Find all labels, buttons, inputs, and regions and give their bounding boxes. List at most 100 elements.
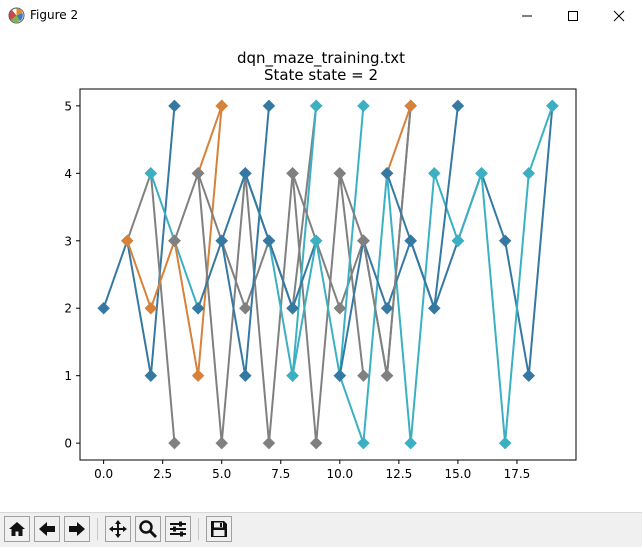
pan-button[interactable] (105, 516, 131, 542)
x-tick-label: 12.5 (385, 467, 412, 481)
axes-frame (79, 88, 577, 461)
save-icon (211, 521, 227, 537)
series-line (197, 105, 223, 174)
data-point-marker (404, 99, 418, 113)
data-point-marker (168, 99, 181, 113)
data-point-marker (357, 436, 370, 450)
chart-subtitle: State state = 2 (264, 66, 378, 84)
y-tick-label: 3 (64, 234, 72, 248)
data-point-marker (451, 234, 465, 248)
data-point-marker (286, 369, 299, 383)
series-line (338, 172, 459, 445)
data-point-marker (262, 234, 276, 248)
data-point-marker (238, 369, 252, 383)
data-point-marker (191, 301, 205, 315)
navigation-toolbar (0, 512, 642, 547)
data-point-marker (309, 234, 323, 248)
x-tick-label: 0.0 (94, 467, 113, 481)
data-point-marker (427, 301, 441, 315)
close-button[interactable] (596, 0, 642, 31)
series-line (338, 105, 412, 377)
data-point-marker (498, 436, 512, 450)
data-point-marker (380, 369, 394, 383)
data-point-marker (427, 166, 441, 180)
x-tick-label: 2.5 (153, 467, 172, 481)
forward-arrow-icon (69, 522, 85, 536)
y-tick-label: 1 (64, 369, 72, 383)
data-point-marker (144, 301, 158, 315)
data-point-marker (522, 166, 536, 180)
data-point-marker (522, 369, 536, 383)
data-point-marker (215, 234, 229, 248)
forward-button[interactable] (64, 516, 90, 542)
data-point-marker (238, 166, 252, 180)
data-point-marker (475, 166, 488, 180)
series-line (386, 105, 412, 174)
series-line (197, 105, 270, 377)
home-icon (9, 522, 25, 536)
series-line (102, 105, 176, 377)
home-button[interactable] (4, 516, 30, 542)
back-arrow-icon (39, 522, 55, 536)
pan-icon (109, 520, 127, 538)
chart-title: dqn_maze_training.txt (237, 49, 405, 68)
toolbar-separator (97, 518, 98, 540)
data-point-marker (144, 166, 158, 180)
zoom-button[interactable] (135, 516, 161, 542)
data-point-marker (380, 166, 394, 180)
x-tick-label: 10.0 (326, 467, 353, 481)
y-tick-label: 0 (64, 437, 72, 451)
data-point-marker (333, 166, 347, 180)
data-point-marker (357, 369, 370, 383)
data-point-marker (97, 301, 110, 315)
data-point-marker (191, 166, 205, 180)
close-icon (613, 10, 625, 22)
configure-subplots-icon (170, 521, 186, 537)
data-point-marker (168, 234, 181, 248)
data-point-marker (333, 369, 347, 383)
zoom-icon (139, 520, 158, 539)
x-tick-label: 5.0 (212, 467, 231, 481)
series-line (291, 105, 365, 377)
x-tick-label: 7.5 (271, 467, 290, 481)
back-button[interactable] (34, 516, 60, 542)
data-point-marker (357, 99, 370, 113)
maximize-button[interactable] (550, 0, 596, 31)
minimize-button[interactable] (504, 0, 550, 31)
data-point-marker (357, 234, 370, 248)
series-line (197, 105, 318, 310)
series-line (244, 105, 318, 377)
data-point-marker (333, 301, 347, 315)
y-tick-label: 2 (64, 302, 72, 316)
data-point-marker (168, 436, 181, 450)
data-point-marker (144, 369, 158, 383)
data-point-marker (498, 234, 512, 248)
data-point-marker (404, 234, 418, 248)
chart: dqn_maze_training.txt State state = 2 0 1… (64, 49, 577, 481)
minimize-icon (522, 15, 532, 17)
series-line (338, 105, 459, 376)
toolbar-separator (198, 518, 199, 540)
data-point-marker (238, 301, 252, 315)
data-point-marker (215, 99, 229, 113)
data-point-marker (380, 301, 394, 315)
save-button[interactable] (206, 516, 232, 542)
maximize-icon (568, 11, 578, 21)
x-tick-label: 15.0 (445, 467, 472, 481)
x-axis: 0.0 2.5 5.0 7.5 10.0 12.5 15.0 17.5 (94, 460, 530, 481)
data-point-marker (451, 99, 465, 113)
data-point-marker (286, 166, 299, 180)
configure-subplots-button[interactable] (165, 516, 191, 542)
data-point-marker (191, 369, 205, 383)
figure-canvas[interactable]: dqn_maze_training.txt State state = 2 0 1… (0, 31, 642, 512)
window-title: Figure 2 (30, 8, 79, 22)
data-point-marker (404, 436, 418, 450)
y-axis: 0 1 2 3 4 5 (64, 99, 80, 451)
data-point-marker (309, 99, 323, 113)
matplotlib-icon (8, 7, 25, 24)
data-point-marker (546, 99, 559, 113)
window-titlebar: Figure 2 (0, 0, 642, 31)
data-point-marker (262, 99, 276, 113)
y-tick-label: 4 (64, 167, 72, 181)
data-point-marker (262, 436, 276, 450)
